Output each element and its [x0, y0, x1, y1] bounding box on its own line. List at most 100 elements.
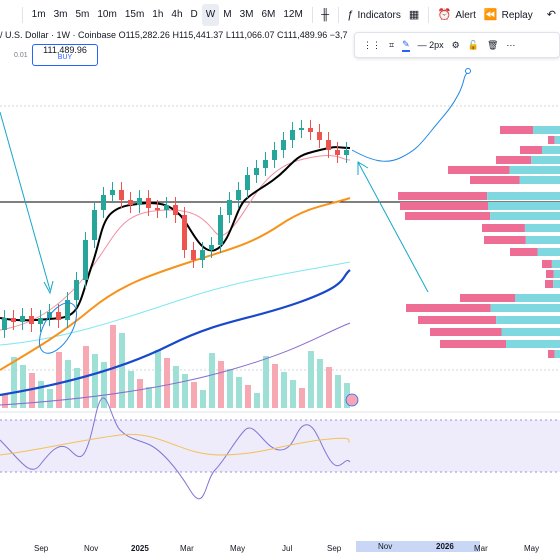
timeframe-15m[interactable]: 15m: [124, 9, 145, 20]
undo-button[interactable]: ↶: [543, 4, 560, 26]
more-icon[interactable]: ⋯: [506, 39, 516, 50]
undo-icon: ↶: [546, 8, 556, 21]
alert-button[interactable]: ⏰ Alert: [434, 4, 480, 26]
timeframe-6m[interactable]: 6M: [261, 9, 276, 20]
timeframe-m[interactable]: M: [223, 9, 232, 20]
indicators-label: Indicators: [357, 9, 401, 21]
replay-button[interactable]: ⏪ Replay: [480, 4, 537, 26]
annotation-arrow-right[interactable]: [357, 161, 429, 293]
candle-body: [218, 215, 223, 245]
volume-bar: [335, 375, 341, 408]
projection-drawing[interactable]: [351, 71, 469, 162]
volume-bar: [299, 388, 305, 408]
timeframe-list: 1m 3m 5m 10m 15m 1h 4h D W M 3M 6M 12M: [28, 4, 307, 26]
candle-body: [290, 130, 295, 140]
rsi-pane: [0, 420, 560, 472]
time-tick: Nov: [356, 541, 415, 552]
volume-bar: [137, 379, 143, 408]
timeframe-3m[interactable]: 3M: [239, 9, 254, 20]
volume-bar: [191, 382, 197, 408]
volume-profile-row: [398, 192, 488, 200]
drag-handle-icon[interactable]: ⋮⋮: [363, 39, 381, 50]
volume-bar: [92, 354, 98, 408]
indicators-icon: ƒ: [347, 8, 354, 21]
candle-body: [227, 200, 232, 215]
volume-profile-row: [554, 136, 560, 144]
volume-bar: [146, 387, 152, 408]
timeframe-w[interactable]: W: [201, 4, 220, 26]
volume-bar: [65, 360, 71, 408]
volume-bar: [56, 352, 62, 408]
volume-profile-row: [490, 304, 560, 312]
timeframe-12m[interactable]: 12M: [283, 9, 303, 20]
candle-body: [344, 150, 349, 155]
annotation-arrow-left[interactable]: [0, 111, 51, 291]
volume-profile-row: [460, 294, 515, 302]
volume-bar: [272, 364, 278, 408]
volume-bar: [308, 351, 314, 408]
volume-bar: [290, 380, 296, 408]
volume-profile-row: [519, 176, 560, 184]
pen-icon[interactable]: ✎: [402, 39, 410, 52]
time-axis[interactable]: Sep Nov 2025 Mar May Jul Sep Nov 2026 Ma…: [0, 540, 560, 560]
timeframe-3m[interactable]: 3m: [53, 9, 68, 20]
volume-bar: [245, 385, 251, 408]
timeframe-10m[interactable]: 10m: [97, 9, 117, 20]
chart-canvas[interactable]: [0, 60, 560, 540]
volume-bar: [218, 361, 224, 408]
candle-body: [128, 200, 133, 205]
chart-type-button[interactable]: ╫: [317, 4, 333, 26]
timeframe-5m[interactable]: 5m: [75, 9, 90, 20]
volume-bars: [2, 325, 350, 408]
candle-body: [92, 210, 97, 240]
volume-profile-row: [440, 340, 506, 348]
volume-bar: [128, 371, 134, 408]
timeframe-1m[interactable]: 1m: [31, 9, 46, 20]
templates-icon: ▦: [408, 8, 420, 21]
volume-profile-row: [470, 176, 520, 184]
volume-bar: [200, 390, 206, 408]
alarm-icon: ⏰: [437, 8, 452, 21]
indicators-button[interactable]: ƒ Indicators: [343, 4, 404, 26]
volume-profile: [398, 126, 560, 358]
line-width-value: 2px: [429, 40, 444, 50]
drawing-handle[interactable]: [465, 68, 471, 74]
volume-bar: [11, 357, 17, 408]
timeframe-4h[interactable]: 4h: [171, 9, 183, 20]
candle-body: [110, 190, 115, 195]
lock-icon[interactable]: 🔓: [467, 39, 479, 50]
volume-bar: [344, 383, 350, 408]
volume-profile-row: [553, 280, 560, 288]
candle-body: [74, 280, 79, 300]
ellipse-annotation[interactable]: [32, 297, 84, 359]
buy-button[interactable]: 111,489.96 BUY: [32, 44, 98, 66]
volume-profile-row: [448, 166, 510, 174]
sell-button[interactable]: 0.01: [0, 44, 28, 64]
timeframe-1h[interactable]: 1h: [152, 9, 164, 20]
volume-profile-row: [554, 350, 560, 358]
candle-body: [191, 250, 196, 260]
timeframe-d[interactable]: D: [190, 9, 198, 20]
settings-icon[interactable]: ⚙: [451, 39, 460, 50]
candle-body: [83, 240, 88, 280]
ma-blue-line: [0, 269, 351, 397]
candle-body: [101, 195, 106, 210]
time-tick: Mar: [474, 544, 488, 553]
volume-bar: [209, 353, 215, 408]
buy-label: BUY: [57, 54, 73, 61]
line-width-button[interactable]: — 2px: [417, 40, 444, 50]
time-tick: 2025: [131, 544, 149, 553]
volume-profile-row: [509, 166, 560, 174]
candle-body: [236, 190, 241, 200]
delete-icon[interactable]: 🗑: [486, 39, 499, 50]
candle-body: [38, 318, 43, 324]
volume-profile-row: [545, 280, 554, 288]
alert-label: Alert: [455, 9, 476, 21]
candle-body: [299, 128, 304, 130]
volume-profile-row: [488, 202, 560, 210]
events-flag-icon[interactable]: [345, 393, 359, 407]
candle-body: [2, 318, 7, 330]
candle-body: [317, 132, 322, 140]
templates-button[interactable]: ▦: [405, 4, 423, 26]
template-icon[interactable]: ⌗: [389, 39, 395, 50]
